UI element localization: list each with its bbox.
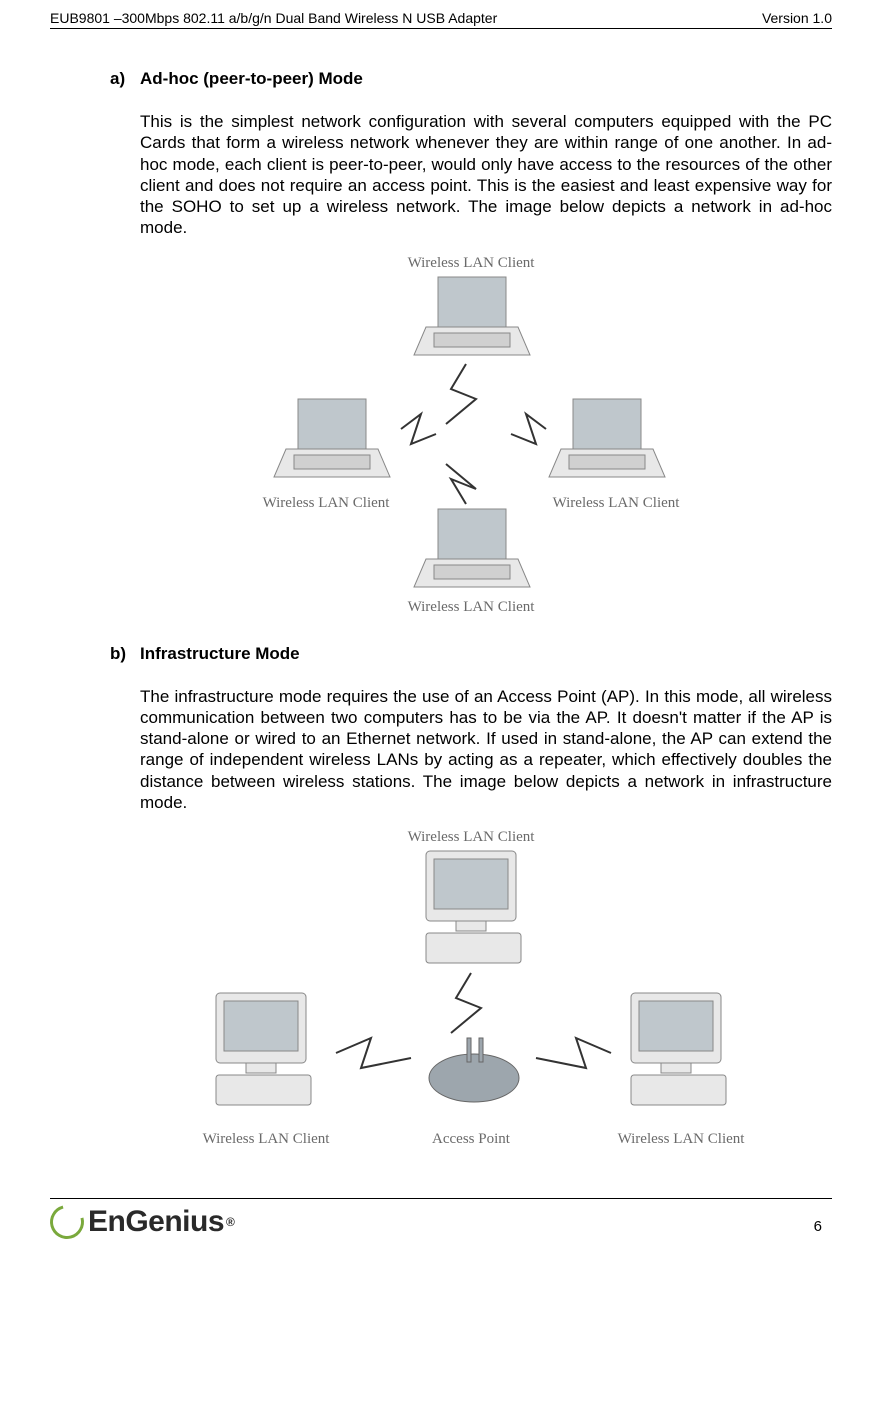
diagram-label-bottom: Wireless LAN Client: [408, 599, 536, 615]
header-product: EUB9801 –300Mbps 802.11 a/b/g/n Dual Ban…: [50, 10, 497, 26]
section-body: This is the simplest network configurati…: [140, 111, 832, 239]
logo-text: EnGenius: [88, 1205, 224, 1239]
diagram-label-left: Wireless LAN Client: [203, 1131, 331, 1147]
diagram-label-left: Wireless LAN Client: [263, 495, 391, 511]
diagram-label-top: Wireless LAN Client: [408, 829, 536, 845]
diagram-label-center: Access Point: [432, 1131, 511, 1147]
laptop-icon: [549, 399, 665, 477]
section-body: The infrastructure mode requires the use…: [140, 686, 832, 814]
section-heading: b) Infrastructure Mode: [110, 644, 832, 664]
diagram-label-right: Wireless LAN Client: [618, 1131, 746, 1147]
diagram-label-right: Wireless LAN Client: [553, 495, 681, 511]
logo-swirl-icon: [44, 1199, 90, 1245]
heading-title: Infrastructure Mode: [140, 644, 300, 664]
section-adhoc: a) Ad-hoc (peer-to-peer) Mode This is th…: [110, 69, 832, 624]
page: EUB9801 –300Mbps 802.11 a/b/g/n Dual Ban…: [0, 0, 882, 1259]
infra-diagram: Wireless LAN Client Wireless LAN Client: [110, 823, 832, 1168]
monitor-icon: [216, 993, 311, 1105]
section-infrastructure: b) Infrastructure Mode The infrastructur…: [110, 644, 832, 1169]
monitor-icon: [426, 851, 521, 963]
brand-logo: EnGenius ®: [50, 1205, 234, 1239]
page-header: EUB9801 –300Mbps 802.11 a/b/g/n Dual Ban…: [50, 10, 832, 29]
header-version: Version 1.0: [762, 10, 832, 26]
laptop-icon: [414, 277, 530, 355]
access-point-icon: [429, 1038, 519, 1102]
section-heading: a) Ad-hoc (peer-to-peer) Mode: [110, 69, 832, 89]
laptop-icon: [414, 509, 530, 587]
laptop-icon: [274, 399, 390, 477]
page-number: 6: [814, 1218, 832, 1239]
diagram-label-top: Wireless LAN Client: [408, 255, 536, 271]
heading-title: Ad-hoc (peer-to-peer) Mode: [140, 69, 363, 89]
monitor-icon: [631, 993, 726, 1105]
adhoc-diagram: Wireless LAN Client Wireless LAN Client: [110, 249, 832, 624]
page-footer: EnGenius ® 6: [50, 1198, 832, 1239]
heading-marker: a): [110, 69, 140, 89]
registered-mark-icon: ®: [226, 1215, 234, 1229]
heading-marker: b): [110, 644, 140, 664]
